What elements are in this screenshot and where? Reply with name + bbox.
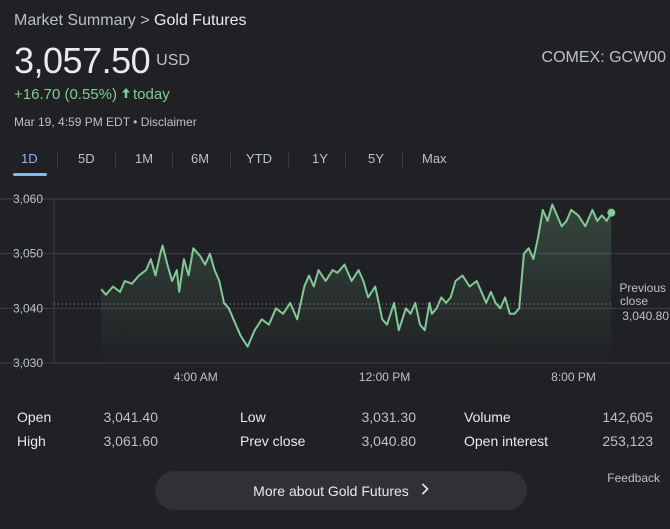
tab-5d[interactable]: 5D bbox=[78, 151, 95, 166]
breadcrumb-parent[interactable]: Market Summary bbox=[14, 12, 136, 29]
tab-1m[interactable]: 1M bbox=[135, 151, 154, 166]
low-label: Low bbox=[240, 409, 266, 425]
y-tick-label: 3,040 bbox=[13, 301, 43, 315]
high-value: 3,061.60 bbox=[103, 433, 159, 449]
breadcrumb-current: Gold Futures bbox=[154, 12, 247, 29]
open-label: Open bbox=[17, 409, 52, 425]
change-value: +16.70 (0.55%) bbox=[14, 86, 117, 103]
currency-label: USD bbox=[156, 52, 190, 69]
previous-close-label-2: close bbox=[620, 294, 648, 308]
change-period: today bbox=[133, 86, 170, 103]
tab-1d[interactable]: 1D bbox=[21, 151, 38, 166]
disclaimer-link[interactable]: Disclaimer bbox=[140, 115, 197, 129]
y-tick-label: 3,050 bbox=[13, 247, 43, 261]
chevron-right-icon bbox=[421, 482, 429, 500]
more-about-button[interactable]: More about Gold Futures bbox=[155, 471, 527, 510]
timestamp-line: Mar 19, 4:59 PM EDT • Disclaimer bbox=[14, 115, 197, 129]
previous-close-value: 3,040.80 bbox=[622, 309, 669, 323]
y-tick-label: 3,060 bbox=[13, 192, 43, 206]
breadcrumb: Market Summary > Gold Futures bbox=[14, 12, 247, 30]
arrow-up-icon bbox=[121, 86, 131, 103]
volume-value: 142,605 bbox=[602, 409, 653, 425]
prev-close-value: 3,040.80 bbox=[361, 433, 417, 449]
price-chart[interactable]: 3,060 3,050 3,040 3,030 4:00 AM 12:00 PM 8:00… bbox=[0, 180, 670, 395]
tab-1y[interactable]: 1Y bbox=[312, 151, 328, 166]
low-value: 3,031.30 bbox=[361, 409, 417, 425]
price-line bbox=[100, 203, 613, 348]
range-tabs: 1D 5D 1M 6M YTD 1Y 5Y Max bbox=[0, 151, 460, 176]
breadcrumb-separator: > bbox=[140, 12, 150, 29]
y-tick-label: 3,030 bbox=[13, 356, 43, 370]
volume-label: Volume bbox=[464, 409, 511, 425]
x-tick-label: 4:00 AM bbox=[174, 370, 218, 384]
x-tick-label: 12:00 PM bbox=[359, 370, 410, 384]
open-interest-value: 253,123 bbox=[602, 433, 653, 449]
current-price: 3,057.50 bbox=[14, 40, 151, 81]
tab-max[interactable]: Max bbox=[422, 151, 447, 166]
last-price-point bbox=[607, 208, 616, 217]
price-row: 3,057.50 USD bbox=[14, 40, 190, 82]
stats-table: Open 3,041.40 High 3,061.60 Low 3,031.30… bbox=[0, 405, 670, 455]
open-interest-label: Open interest bbox=[464, 433, 549, 449]
price-area bbox=[101, 204, 612, 363]
prev-close-label: Prev close bbox=[240, 433, 306, 449]
feedback-link[interactable]: Feedback bbox=[607, 471, 660, 485]
timestamp: Mar 19, 4:59 PM EDT bbox=[14, 115, 130, 129]
high-label: High bbox=[17, 433, 46, 449]
open-value: 3,041.40 bbox=[103, 409, 159, 425]
exchange-symbol: COMEX: GCW00 bbox=[541, 49, 666, 66]
tab-6m[interactable]: 6M bbox=[191, 151, 210, 166]
x-tick-label: 8:00 PM bbox=[551, 370, 596, 384]
active-tab-indicator bbox=[13, 173, 47, 176]
tab-ytd[interactable]: YTD bbox=[246, 151, 272, 166]
tab-5y[interactable]: 5Y bbox=[368, 151, 384, 166]
price-change: +16.70 (0.55%) today bbox=[14, 86, 170, 103]
previous-close-label: Previous bbox=[619, 281, 666, 295]
more-about-label: More about Gold Futures bbox=[253, 482, 409, 499]
